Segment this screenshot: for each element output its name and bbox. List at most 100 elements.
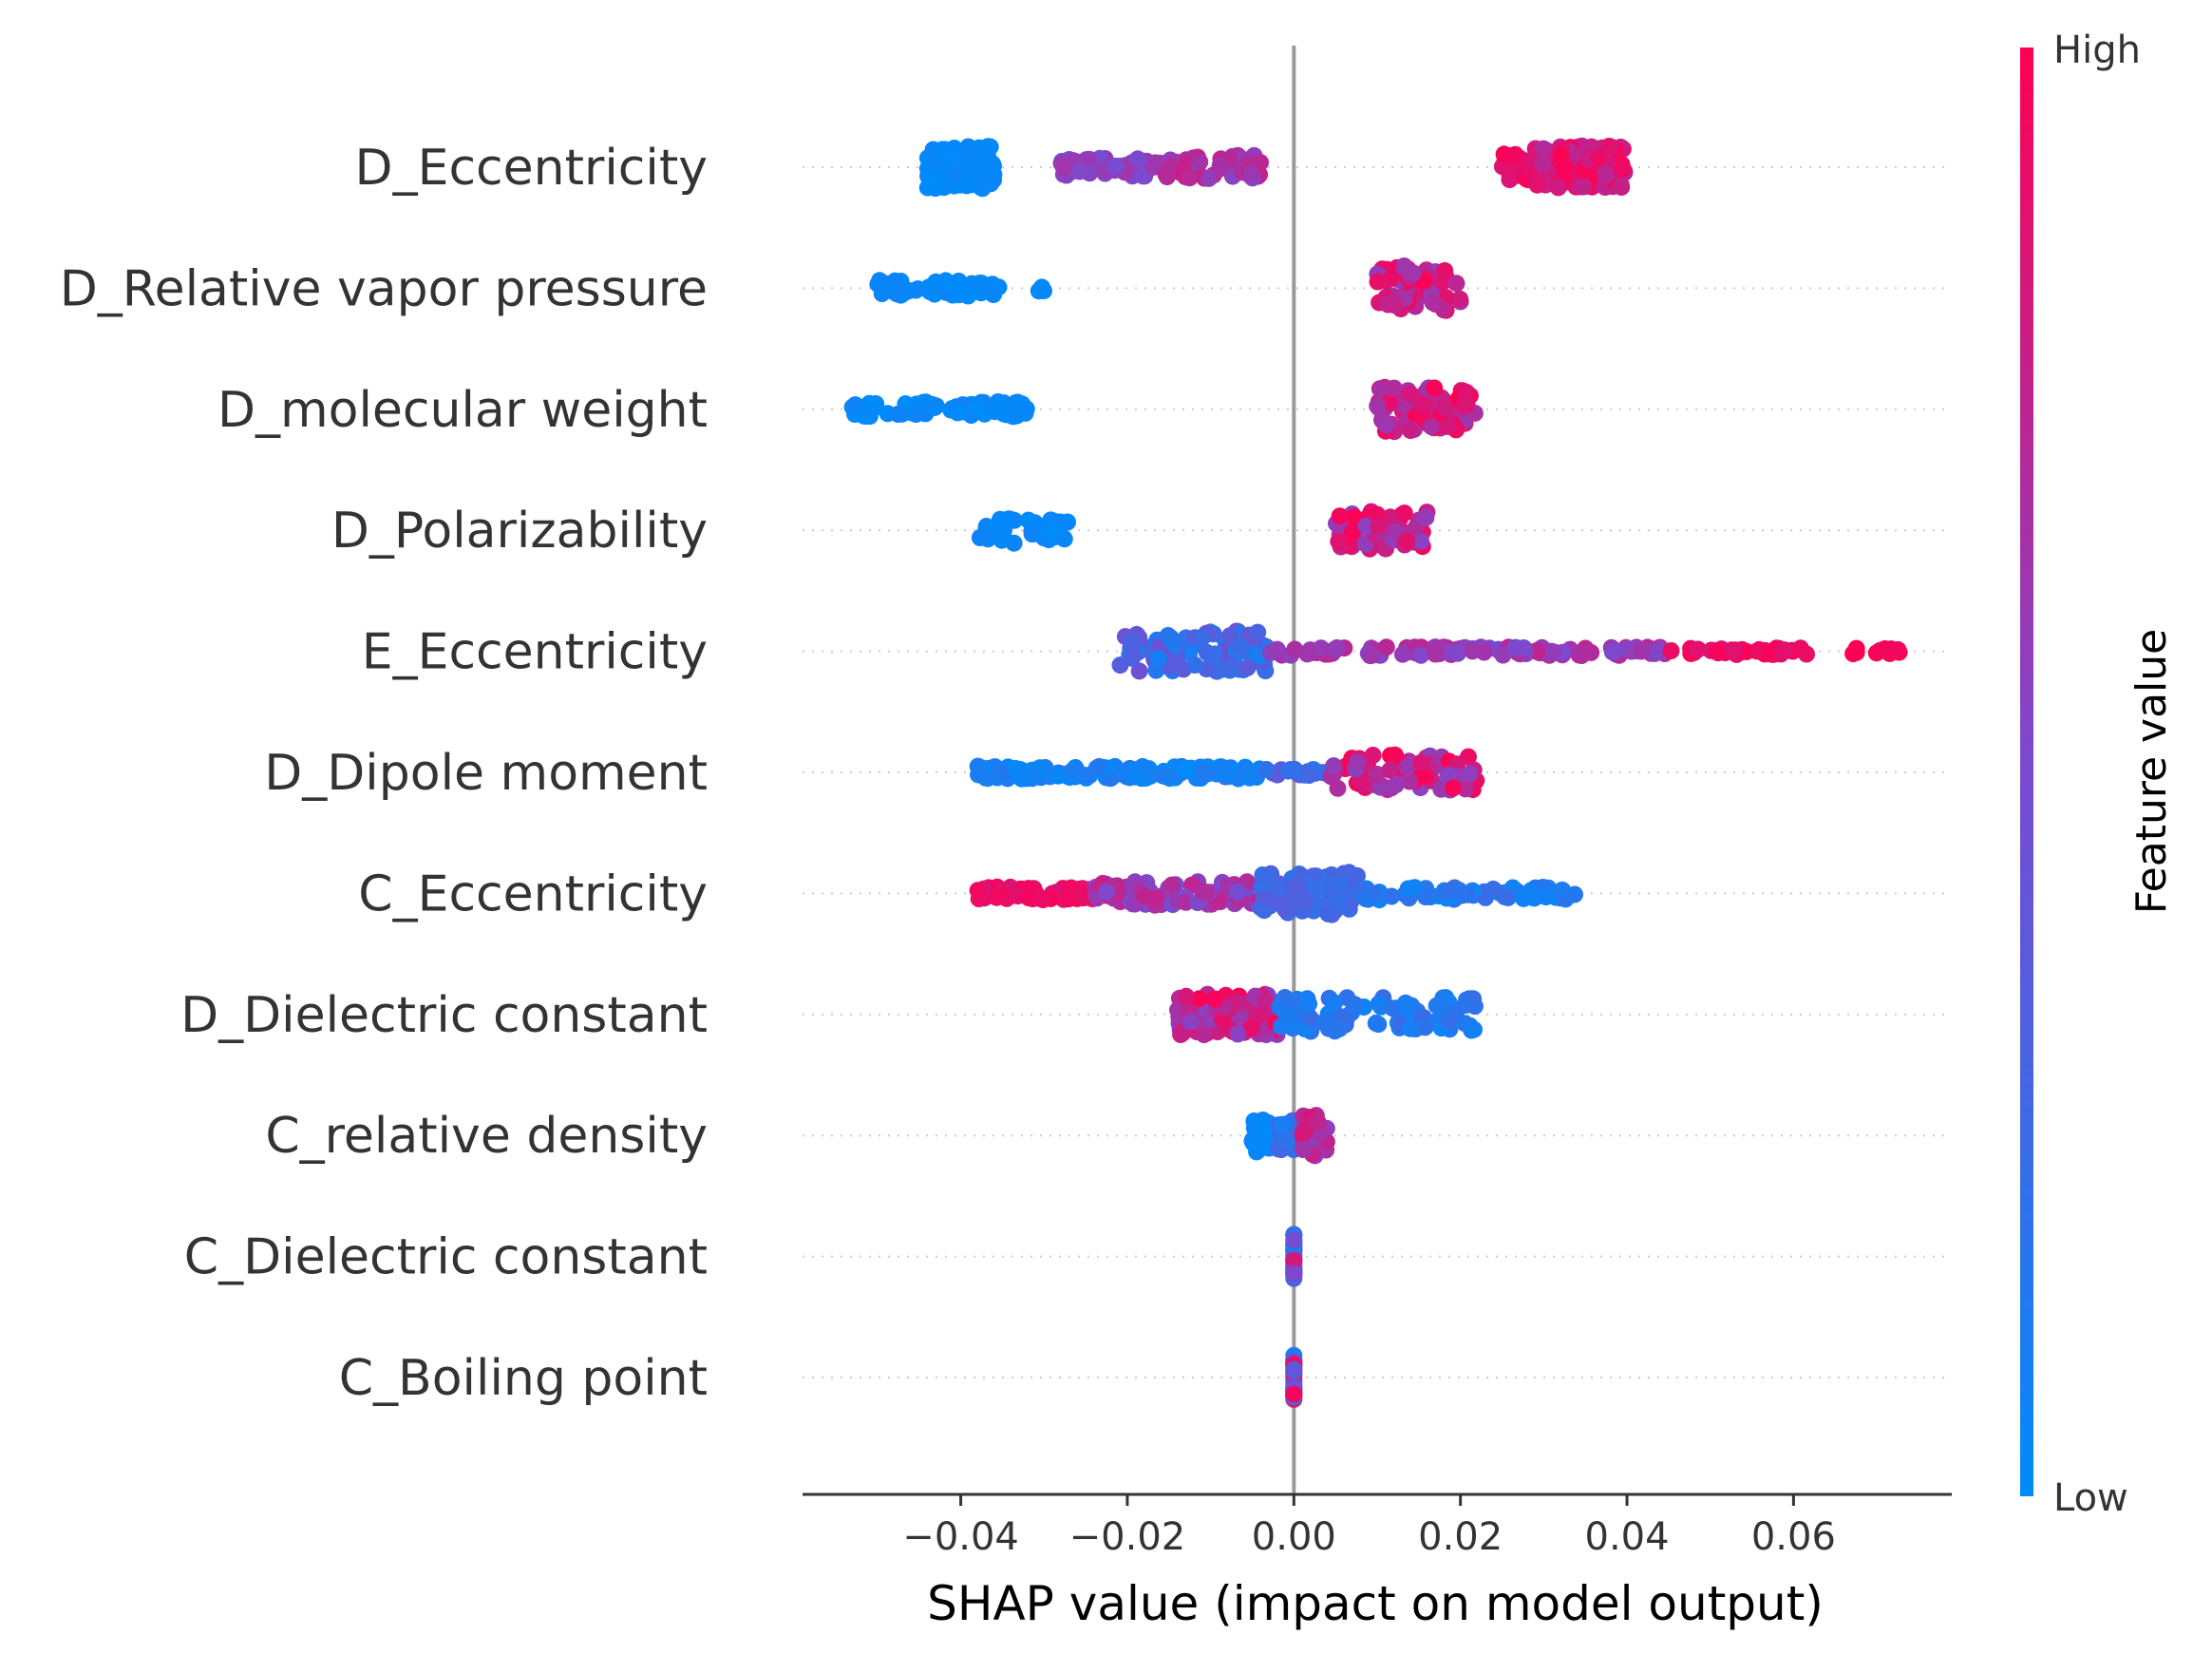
shap-point <box>1278 1008 1296 1026</box>
shap-point <box>936 141 954 159</box>
shap-point <box>1285 1360 1303 1378</box>
x-axis: −0.04 −0.02 0.00 0.02 0.04 0.06 <box>803 1492 1952 1559</box>
shap-point <box>1748 642 1766 660</box>
shap-point <box>1309 1112 1327 1131</box>
shap-point <box>1194 883 1211 900</box>
shap-point <box>1257 992 1275 1010</box>
shap-point <box>1437 400 1455 418</box>
x-tick-label: −0.02 <box>1069 1515 1186 1559</box>
shap-point <box>963 176 981 194</box>
shap-point <box>1402 385 1420 403</box>
shap-point <box>1439 766 1457 784</box>
shap-point <box>1370 1016 1388 1034</box>
shap-point <box>1128 150 1146 168</box>
shap-point <box>1245 1135 1263 1153</box>
shap-point <box>1070 162 1088 181</box>
feature-labels: D_Eccentricity D_Relative vapor pressure D… <box>60 140 708 1407</box>
shap-point <box>871 272 889 290</box>
shap-point <box>1363 646 1380 664</box>
shap-point <box>1098 883 1116 901</box>
shap-point <box>1726 641 1744 659</box>
shap-point <box>927 397 945 415</box>
shap-point <box>1427 645 1445 663</box>
shap-point <box>1465 1020 1483 1038</box>
shap-point <box>1331 507 1349 525</box>
shap-point <box>1370 518 1388 536</box>
shap-point <box>1106 157 1125 175</box>
shap-point <box>1416 1018 1434 1036</box>
shap-point <box>1377 638 1395 656</box>
shap-point <box>1457 396 1475 414</box>
shap-point <box>1090 758 1108 775</box>
x-tick-label: 0.04 <box>1585 1515 1670 1559</box>
shap-point <box>1124 648 1142 666</box>
shap-point <box>1326 1022 1344 1040</box>
shap-point <box>1554 881 1571 899</box>
shap-point <box>1357 890 1375 908</box>
shap-point <box>1124 633 1142 650</box>
shap-point <box>1330 894 1348 912</box>
shap-point <box>1295 890 1314 908</box>
shap-point <box>1396 994 1414 1012</box>
shap-point <box>1606 642 1624 660</box>
shap-point <box>1191 153 1209 171</box>
shap-point <box>1364 747 1382 764</box>
shap-point <box>1423 418 1441 436</box>
shap-point <box>1130 662 1148 680</box>
shap-point <box>889 406 907 423</box>
shap-point <box>1847 639 1865 657</box>
shap-point <box>1398 532 1416 550</box>
shap-point <box>1412 753 1430 771</box>
shap-point <box>1867 644 1885 662</box>
shap-point <box>1412 532 1430 550</box>
feature-label: D_Polarizability <box>331 503 708 560</box>
shap-point <box>959 287 977 305</box>
shap-point <box>1193 629 1211 647</box>
shap-point <box>1773 644 1791 662</box>
shap-point <box>1295 1141 1313 1158</box>
shap-point <box>1242 164 1260 182</box>
shap-point <box>1528 643 1546 661</box>
shap-point <box>1319 904 1337 922</box>
shap-point <box>1245 1112 1263 1130</box>
shap-point <box>1301 1009 1319 1027</box>
shap-point <box>1330 532 1348 550</box>
shap-point <box>1449 883 1467 901</box>
shap-point <box>1273 1115 1291 1133</box>
shap-point <box>1401 772 1418 790</box>
shap-point <box>1285 1385 1303 1403</box>
shap-point <box>1285 1264 1303 1283</box>
shap-point <box>1215 761 1233 779</box>
colorbar-gradient <box>2020 48 2033 1496</box>
shap-point <box>1464 642 1482 660</box>
shap-point <box>1503 161 1521 179</box>
shap-point <box>1126 768 1144 786</box>
shap-point <box>1328 638 1346 656</box>
shap-point <box>1007 760 1025 777</box>
shap-point <box>1175 761 1193 779</box>
feature-label: D_Eccentricity <box>355 140 708 197</box>
shap-point <box>1791 639 1809 657</box>
shap-point <box>922 173 940 191</box>
shap-point <box>1229 883 1246 901</box>
shap-point <box>988 888 1006 906</box>
shap-point <box>1285 1231 1303 1249</box>
shap-point <box>1439 417 1457 435</box>
shap-point <box>1506 638 1524 656</box>
shap-point <box>1270 880 1288 898</box>
shap-point <box>1600 138 1618 155</box>
shap-point <box>1206 645 1224 663</box>
shap-point <box>1451 290 1469 308</box>
shap-point <box>1334 877 1352 895</box>
shap-point <box>1528 176 1546 194</box>
shap-point <box>1242 1019 1260 1037</box>
shap-point <box>1257 761 1276 778</box>
shap-point <box>1344 523 1362 541</box>
shap-point <box>1238 658 1257 676</box>
shap-point <box>1007 403 1025 421</box>
shap-point <box>1255 888 1273 906</box>
feature-label: D_molecular weight <box>217 382 708 439</box>
shap-point <box>1386 296 1404 314</box>
shap-point <box>968 400 986 417</box>
